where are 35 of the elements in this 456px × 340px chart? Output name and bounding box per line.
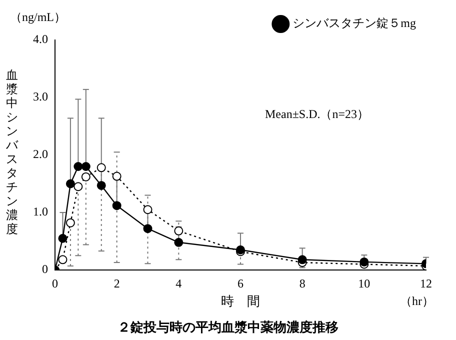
y-tick-label: 1.0 — [33, 204, 48, 219]
y-tick-label: 4.0 — [33, 32, 48, 46]
x-axis-title: 時 間 — [221, 293, 260, 308]
annotation: Mean±S.D.（n=23） — [265, 107, 370, 122]
legend-label: シンバスタチン錠５mg — [292, 16, 416, 30]
point — [112, 172, 122, 181]
text: （hr） — [400, 294, 434, 308]
point — [81, 172, 90, 182]
text: （ng/mL） — [10, 10, 66, 24]
x-tick-label: 8 — [299, 276, 306, 290]
point — [81, 162, 90, 171]
point — [298, 255, 307, 264]
x-tick-label: 12 — [420, 276, 432, 290]
x-tick-label: 4 — [176, 276, 182, 290]
point — [66, 179, 75, 188]
point — [112, 201, 122, 210]
point — [58, 255, 68, 264]
point — [74, 182, 83, 192]
point — [143, 224, 152, 234]
point — [74, 162, 83, 171]
point — [58, 234, 68, 243]
y-tick-label: 0 — [42, 262, 48, 276]
point — [66, 218, 75, 228]
y-tick-label: 3.0 — [33, 90, 48, 104]
text: 血漿中シンバスタチン濃度 — [6, 68, 18, 236]
x-tick-label: 2 — [114, 276, 120, 290]
point — [174, 238, 184, 247]
x-tick-label: 10 — [358, 276, 370, 290]
y-tick-label: 2.0 — [33, 147, 48, 162]
point — [96, 180, 106, 190]
point — [96, 163, 106, 172]
text: ２錠投与時の平均血漿中薬物濃度推移 — [118, 320, 338, 335]
x-tick-label: 6 — [238, 276, 244, 290]
point — [360, 257, 369, 266]
x-tick-label: 0 — [52, 276, 58, 290]
